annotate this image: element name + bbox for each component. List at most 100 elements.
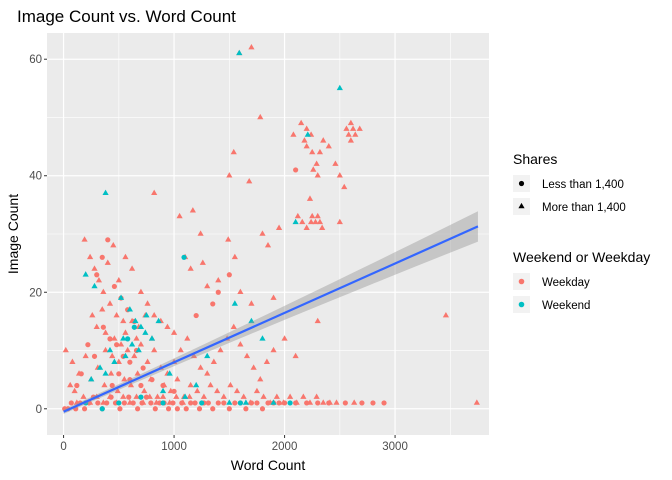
scatter-point — [69, 358, 76, 364]
scatter-point — [303, 142, 310, 149]
scatter-point — [281, 335, 288, 341]
scatter-point — [183, 406, 189, 412]
scatter-point — [113, 311, 120, 318]
scatter-point — [199, 259, 206, 265]
scatter-point — [160, 382, 166, 389]
scatter-point — [243, 406, 249, 412]
scatter-point — [107, 370, 115, 376]
scatter-point — [230, 148, 237, 155]
scatter-point — [233, 387, 241, 394]
scatter-point — [290, 131, 297, 137]
scatter-point — [215, 400, 221, 406]
scatter-point — [184, 335, 191, 341]
scatter-point — [170, 400, 176, 406]
y-tick-label: 60 — [29, 54, 42, 66]
confidence-band — [63, 211, 478, 415]
scatter-point — [316, 218, 324, 225]
scatter-point — [135, 406, 141, 412]
scatter-point — [336, 172, 343, 178]
scatter-point — [226, 399, 233, 405]
scatter-point — [313, 393, 320, 399]
scatter-point — [81, 406, 88, 412]
scatter-point — [82, 352, 89, 359]
x-tick-label: 1000 — [161, 441, 187, 453]
scatter-point — [259, 230, 266, 236]
scatter-point — [78, 371, 84, 377]
y-tick-label: 40 — [29, 171, 42, 183]
scatter-point — [193, 381, 200, 388]
scatter-point — [128, 341, 136, 347]
scatter-point — [310, 166, 317, 172]
scatter-point — [342, 400, 348, 406]
scatter-point — [293, 167, 299, 173]
x-axis-title: Word Count — [231, 457, 306, 473]
scatter-point — [248, 43, 255, 50]
scatter-point — [257, 376, 264, 382]
scatter-point — [102, 370, 109, 376]
scatter-point — [182, 393, 189, 399]
scatter-point — [143, 311, 150, 318]
scatter-point — [115, 276, 122, 283]
scatter-point — [117, 406, 123, 412]
scatter-point — [89, 311, 96, 318]
scatter-point — [237, 288, 244, 295]
scatter-point — [226, 172, 233, 178]
scatter-point — [276, 400, 282, 406]
scatter-point — [159, 387, 167, 394]
scatter-point — [347, 137, 354, 143]
scatter-point — [359, 400, 365, 406]
scatter-point — [287, 393, 294, 399]
scatter-point — [85, 342, 91, 348]
scatter-point — [116, 371, 122, 377]
scatter-point — [243, 352, 251, 359]
scatter-point — [94, 272, 100, 278]
scatter-point — [105, 237, 111, 243]
scatter-point — [210, 301, 216, 307]
scatter-point — [260, 393, 267, 399]
scatter-point — [231, 253, 238, 260]
scatter-point — [130, 400, 136, 406]
scatter-point — [345, 131, 352, 137]
scatter-point — [154, 393, 161, 399]
scatter-point — [270, 399, 277, 405]
scatter-point — [349, 125, 357, 131]
legend-label: Weekend — [542, 300, 590, 312]
scatter-point — [250, 364, 257, 370]
scatter-point — [124, 346, 131, 353]
scatter-point — [314, 212, 321, 219]
scatter-point — [135, 346, 142, 353]
scatter-point — [304, 131, 311, 137]
scatter-point — [347, 119, 354, 126]
scatter-point — [333, 399, 340, 405]
scatter-point — [230, 323, 237, 329]
scatter-point — [138, 382, 144, 389]
scatter-point — [137, 288, 145, 295]
chart-title: Image Count vs. Word Count — [17, 7, 236, 26]
scatter-point — [259, 406, 266, 412]
scatter-point — [199, 400, 205, 406]
scatter-point — [298, 119, 305, 126]
scatter-point — [116, 400, 122, 406]
scatter-point — [336, 218, 343, 225]
scatter-point — [314, 317, 321, 324]
scatter-point — [217, 346, 224, 353]
legend-key-circle — [518, 180, 525, 187]
scatter-point — [309, 212, 316, 219]
scatter-point — [188, 400, 194, 406]
scatter-point — [91, 353, 98, 359]
scatter-point — [313, 160, 320, 166]
scatter-point — [248, 300, 255, 306]
scatter-point — [197, 364, 204, 370]
scatter-point — [106, 346, 114, 353]
legend-label: More than 1,400 — [542, 202, 626, 214]
scatter-point — [300, 393, 307, 399]
scatter-point — [117, 294, 125, 300]
scatter-point — [226, 272, 232, 278]
scatter-point — [131, 352, 138, 359]
scatter-point — [126, 394, 132, 400]
scatter-point — [117, 341, 125, 347]
scatter-point — [122, 253, 129, 260]
scatter-point — [225, 236, 232, 242]
scatter-point — [179, 400, 185, 406]
scatter-point — [273, 393, 280, 399]
